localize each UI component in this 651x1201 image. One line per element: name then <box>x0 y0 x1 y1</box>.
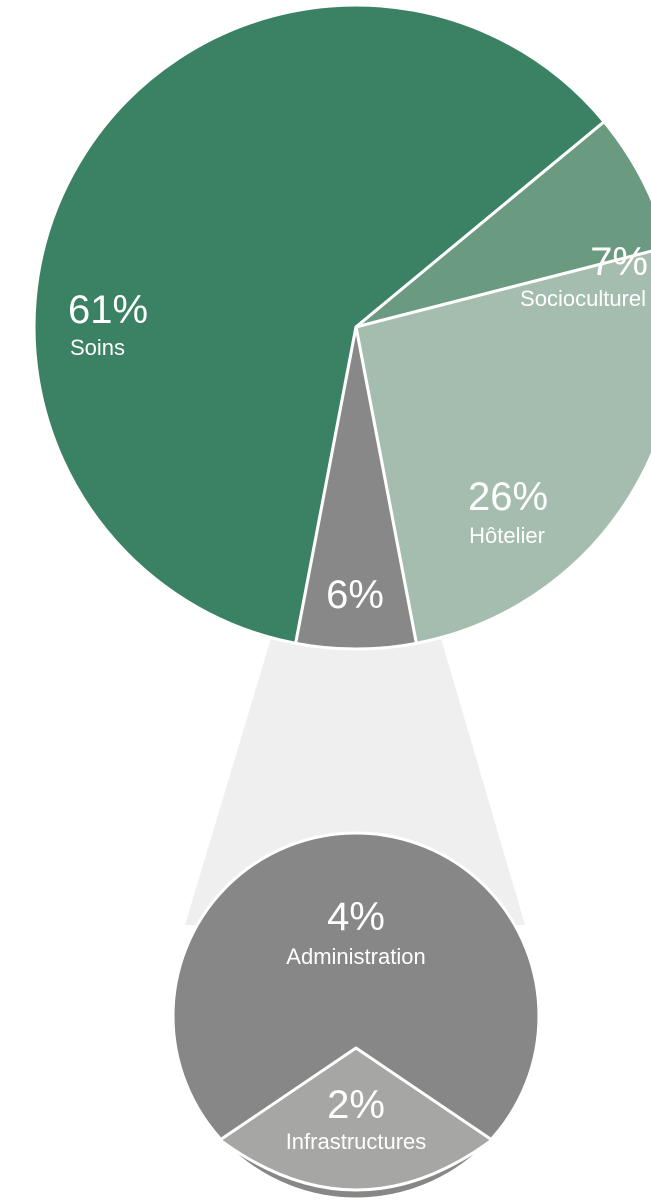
slice-label-soins-name: Soins <box>70 335 125 360</box>
breakdown-label-infrastructures-name: Infrastructures <box>286 1129 427 1154</box>
slice-label-hotelier-percent: 26% <box>468 475 548 519</box>
slice-label-hotelier-name: Hôtelier <box>469 523 545 548</box>
slice-label-socioculturel-name: Socioculturel <box>520 286 646 311</box>
breakdown-label-infrastructures-percent: 2% <box>327 1083 385 1127</box>
breakdown-label-administration-name: Administration <box>286 944 425 969</box>
slice-other <box>294 325 418 651</box>
slice-socioculturel <box>354 120 651 329</box>
slice-label-socioculturel-percent: 7% <box>590 240 648 284</box>
slice-hotelier <box>354 249 651 645</box>
breakdown-label-administration-percent: 4% <box>327 895 385 939</box>
slice-soins <box>32 3 606 645</box>
breakdown-pie-administration <box>171 831 541 1201</box>
slice-label-other-percent: 6% <box>326 573 384 617</box>
breakdown-slice-infrastructures <box>218 1046 494 1192</box>
slice-label-soins-percent: 61% <box>68 288 148 332</box>
